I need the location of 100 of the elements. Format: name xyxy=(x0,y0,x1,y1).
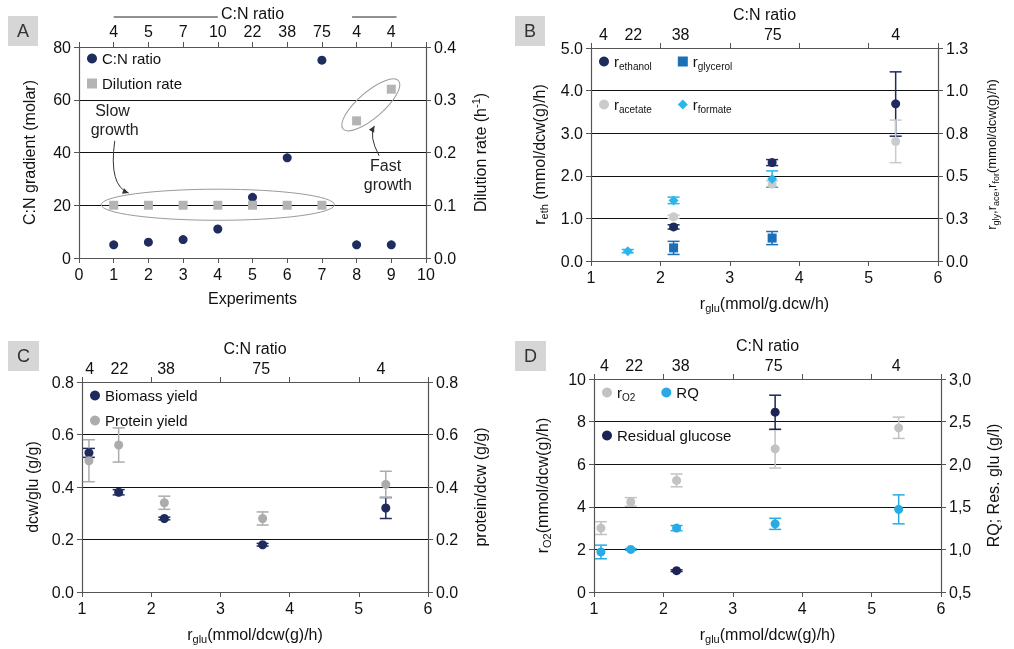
y-tick-label: 0 xyxy=(577,583,587,601)
text: 22 xyxy=(624,25,643,43)
y-tick-label: 2 xyxy=(577,540,587,558)
x-tick-label: 3 xyxy=(215,599,225,617)
x-tick-label: 2 xyxy=(146,599,156,617)
x-tick-label: 9 xyxy=(386,265,396,283)
y2-tick-label: 1.3 xyxy=(946,39,969,57)
y2-tick-label: 0.1 xyxy=(434,196,457,214)
annotation: Fast growth xyxy=(363,156,412,193)
y2-tick-label: 0.8 xyxy=(946,124,969,142)
y-axis-title: C:N gradient (molar) xyxy=(20,80,38,225)
y2-tick-label: 0.5 xyxy=(946,167,969,185)
y-tick-label: 5.0 xyxy=(560,39,584,57)
y2-tick-label: 2,0 xyxy=(949,455,972,473)
y-tick-label: 0.4 xyxy=(51,478,75,496)
x-tick-label: 6 xyxy=(282,265,292,283)
y-axis-title: rO2(mmol/dcw(g)/h) xyxy=(533,417,553,554)
x-tick-label: 4 xyxy=(794,268,804,286)
y2-tick-label: 0.4 xyxy=(436,478,459,496)
x-tick-label: 5 xyxy=(248,265,258,283)
legend-label: Residual glucose xyxy=(617,427,732,444)
x-tick-label: 3 xyxy=(725,268,735,286)
annotation: 7 xyxy=(178,22,188,40)
y-tick-label: 1.0 xyxy=(560,209,584,227)
y2-tick-label: 0.0 xyxy=(436,583,459,601)
x-tick-label: 7 xyxy=(317,265,327,283)
x2-axis-title: C:N ratio xyxy=(220,4,285,22)
text: 4 xyxy=(85,359,95,377)
x2-axis-title: C:N ratio xyxy=(223,339,287,357)
x-tick-label: 4 xyxy=(285,599,295,617)
legend-label: C:N ratio xyxy=(102,50,162,67)
y2-tick-label: 0.0 xyxy=(434,249,457,267)
chart-title: B xyxy=(524,21,537,41)
y-tick-label: 3.0 xyxy=(560,124,584,142)
y-tick-label: 6 xyxy=(577,455,587,473)
annotation: 22 xyxy=(243,22,262,40)
chart-title: A xyxy=(17,21,30,41)
y-tick-label: 40 xyxy=(53,144,72,161)
text: 75 xyxy=(763,25,782,43)
x-tick-label: 5 xyxy=(867,599,877,617)
y2-tick-label: 2,5 xyxy=(949,413,972,431)
y-tick-label: 0.0 xyxy=(560,252,584,270)
annotation: Slow growth xyxy=(90,101,139,138)
x-axis-title: Experiments xyxy=(208,289,297,307)
text: 4 xyxy=(599,356,609,374)
annotation: 38 xyxy=(278,22,297,40)
y-tick-label: 4.0 xyxy=(560,82,584,100)
annotation: 4 xyxy=(386,22,396,40)
y2-tick-label: 1,5 xyxy=(949,498,972,516)
text: 75 xyxy=(252,359,271,377)
legend-label: Biomass yield xyxy=(105,387,198,404)
annotation: 5 xyxy=(143,22,153,40)
chart-title: C xyxy=(17,346,30,366)
x-tick-label: 4 xyxy=(797,599,807,617)
annotation: 10 xyxy=(208,22,227,40)
y2-axis-title: RQ; Res. glu (g/l) xyxy=(984,423,1002,548)
y-tick-label: 8 xyxy=(577,413,587,431)
text: 4 xyxy=(891,25,901,43)
y-tick-label: 60 xyxy=(53,91,72,109)
x-tick-label: 5 xyxy=(864,268,874,286)
x2-axis-title: C:N ratio xyxy=(732,5,797,23)
y2-tick-label: 0.6 xyxy=(436,426,459,443)
x-tick-label: 1 xyxy=(109,265,119,283)
y2-axis-title: protein/dcw (g/g) xyxy=(471,427,489,547)
y2-tick-label: 1.0 xyxy=(946,82,969,100)
x-tick-label: 1 xyxy=(589,599,599,617)
x-tick-label: 2 xyxy=(143,265,153,283)
y-tick-label: 80 xyxy=(53,38,72,56)
annotation: 4 xyxy=(109,22,119,40)
y2-tick-label: 0.0 xyxy=(946,252,969,270)
x-tick-label: 2 xyxy=(658,599,668,617)
text: 4 xyxy=(376,359,386,377)
text: 4 xyxy=(599,25,609,43)
y-tick-label: 0.6 xyxy=(51,426,75,443)
chart-title: D xyxy=(524,346,537,366)
y2-axis-title: rgly,race,rfor(mmol/dcw(g)/h) xyxy=(983,79,1001,230)
text: 38 xyxy=(671,25,690,43)
x-tick-label: 1 xyxy=(586,268,596,286)
y-tick-label: 0.0 xyxy=(51,583,75,601)
x-tick-label: 8 xyxy=(352,265,362,283)
legend-label: Protein yield xyxy=(105,412,188,429)
y-axis-title: dcw/glu (g/g) xyxy=(23,441,41,533)
y-tick-label: 0.8 xyxy=(51,373,75,391)
y2-tick-label: 0,5 xyxy=(949,583,972,601)
y2-tick-label: 0.2 xyxy=(436,531,459,548)
x-tick-label: 3 xyxy=(728,599,738,617)
legend-label: RQ xyxy=(676,384,699,401)
y-tick-label: 0.2 xyxy=(51,531,75,548)
x-tick-label: 3 xyxy=(178,265,188,283)
y2-tick-label: 0.8 xyxy=(436,373,459,391)
text: 38 xyxy=(157,359,176,377)
y2-tick-label: 1,0 xyxy=(949,540,972,558)
y2-tick-label: 3,0 xyxy=(949,370,972,388)
y-tick-label: 2.0 xyxy=(560,167,584,185)
text: 75 xyxy=(764,356,783,374)
y-tick-label: 0 xyxy=(62,249,72,267)
x-tick-label: 1 xyxy=(77,599,87,617)
x-tick-label: 4 xyxy=(213,265,223,283)
x2-axis-title: C:N ratio xyxy=(735,336,800,354)
y2-tick-label: 0.4 xyxy=(434,38,457,56)
